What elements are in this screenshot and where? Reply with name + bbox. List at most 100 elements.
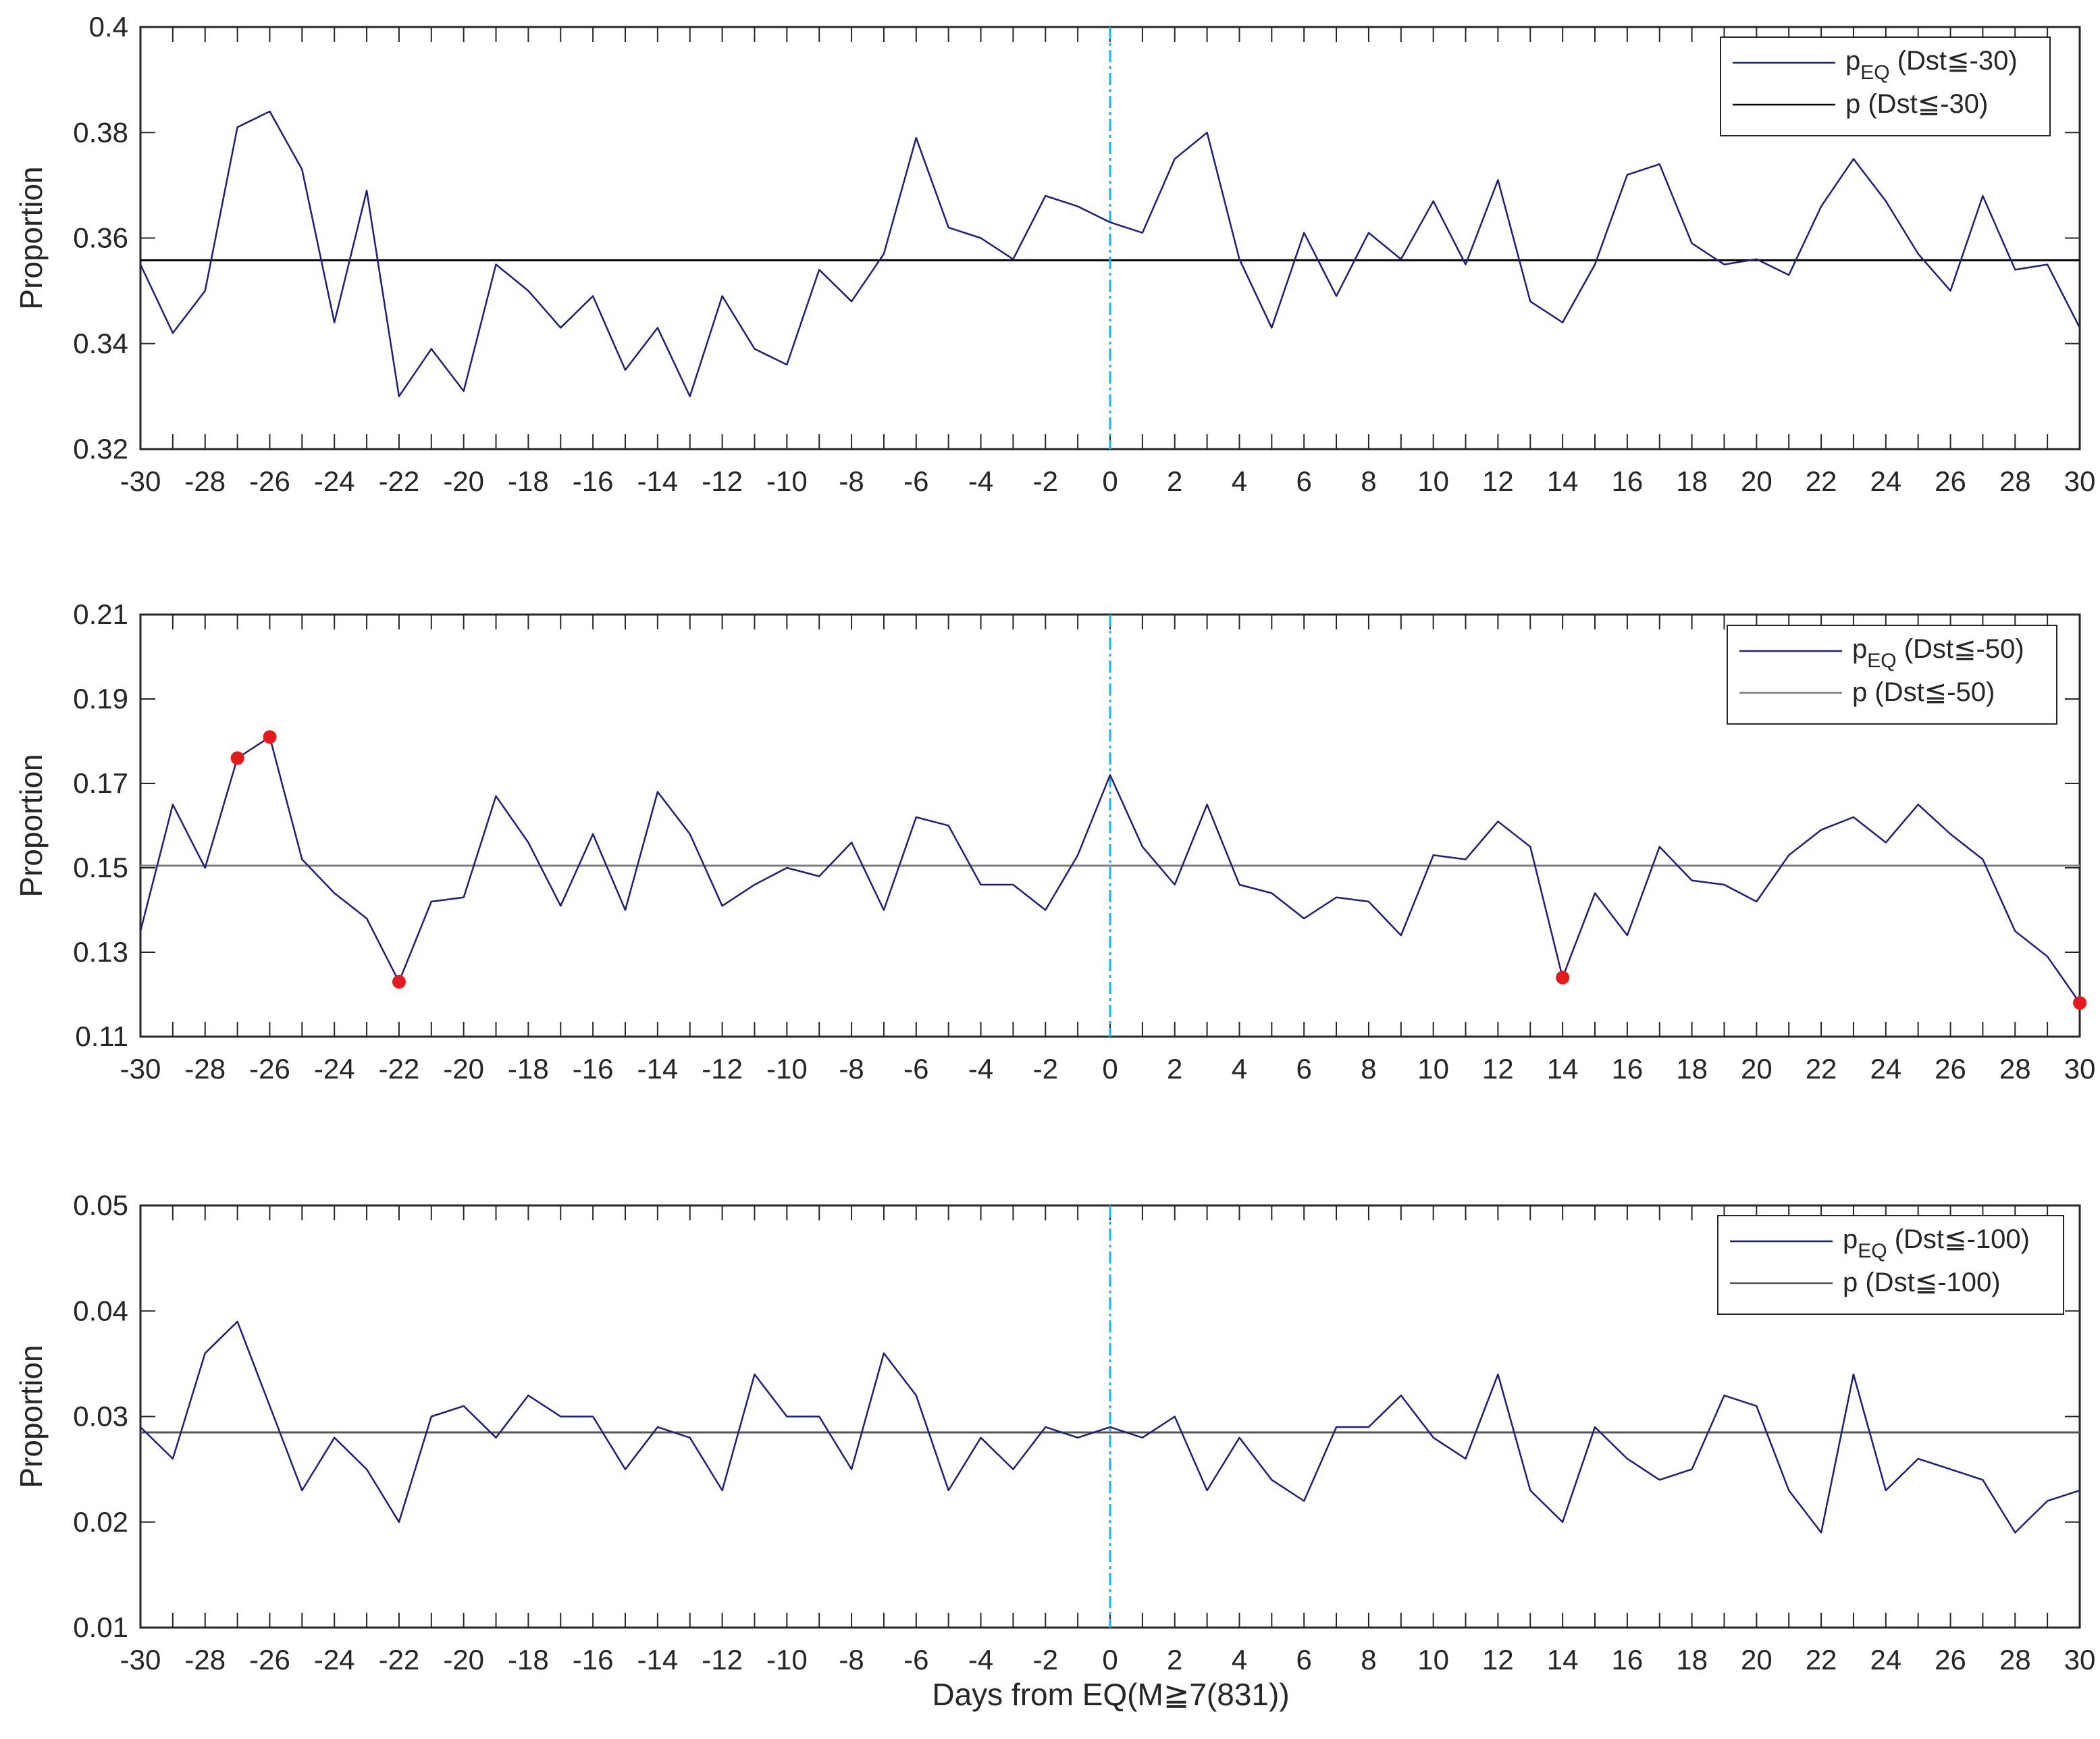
x-tick-label: -30 xyxy=(120,1644,161,1676)
x-tick-label: 26 xyxy=(1935,1053,1966,1085)
x-tick-label: 30 xyxy=(2064,1644,2096,1676)
x-tick-label: -2 xyxy=(1033,1644,1058,1676)
legend-series-rest: (Dst≦-100) xyxy=(1887,1224,2030,1254)
x-tick-label: 22 xyxy=(1806,465,1837,497)
legend-series-label: pEQ (Dst≦-30) xyxy=(1845,46,2018,84)
y-tick-label: 0.38 xyxy=(73,116,128,148)
x-tick-label: -28 xyxy=(184,1644,226,1676)
y-tick-label: 0.19 xyxy=(73,683,128,715)
legend-box xyxy=(1727,625,2057,725)
x-tick-label: -2 xyxy=(1033,1053,1058,1085)
highlight-point xyxy=(2073,996,2086,1010)
x-tick-label: 2 xyxy=(1167,465,1182,497)
legend-series-main: p xyxy=(1845,46,1860,76)
legend-series-subscript: EQ xyxy=(1867,650,1896,672)
y-tick-label: 0.05 xyxy=(73,1189,128,1221)
x-tick-label: -18 xyxy=(508,465,549,497)
x-tick-label: 16 xyxy=(1612,1053,1644,1085)
highlight-point xyxy=(230,751,244,765)
x-tick-label: -10 xyxy=(766,465,808,497)
x-tick-label: 18 xyxy=(1676,465,1708,497)
x-tick-label: 4 xyxy=(1232,465,1247,497)
legend: pEQ (Dst≦-30)p (Dst≦-30) xyxy=(1720,36,2051,136)
legend-series-rest: (Dst≦-50) xyxy=(1897,634,2024,664)
x-axis-title: Days from EQ(M≧7(831)) xyxy=(932,1677,1289,1712)
x-tick-label: -8 xyxy=(839,465,864,497)
x-tick-label: -6 xyxy=(903,1053,928,1085)
x-tick-label: 20 xyxy=(1741,1053,1773,1085)
x-tick-label: -22 xyxy=(379,1644,420,1676)
x-tick-label: 18 xyxy=(1676,1053,1708,1085)
x-tick-label: -26 xyxy=(249,465,290,497)
series-line xyxy=(140,1320,2080,1534)
x-tick-label: 6 xyxy=(1296,1053,1312,1085)
x-tick-label: 2 xyxy=(1167,1644,1182,1676)
x-tick-label: 8 xyxy=(1361,1644,1376,1676)
x-tick-label: 18 xyxy=(1676,1644,1708,1676)
x-tick-label: 12 xyxy=(1482,465,1514,497)
x-tick-label: 14 xyxy=(1547,1644,1579,1676)
x-tick-label: -4 xyxy=(968,1644,993,1676)
x-tick-label: 20 xyxy=(1741,465,1773,497)
x-tick-label: 22 xyxy=(1806,1644,1837,1676)
legend-box xyxy=(1720,36,2051,136)
x-tick-label: -26 xyxy=(249,1053,290,1085)
x-tick-label: -12 xyxy=(702,1644,743,1676)
x-tick-label: 24 xyxy=(1870,1053,1901,1085)
legend-series-label: pEQ (Dst≦-100) xyxy=(1843,1224,2030,1262)
y-tick-label: 0.34 xyxy=(73,328,128,359)
x-tick-label: -22 xyxy=(379,465,420,497)
legend: pEQ (Dst≦-100)p (Dst≦-100) xyxy=(1717,1215,2064,1315)
legend-box xyxy=(1717,1215,2064,1315)
x-tick-label: -28 xyxy=(184,1053,226,1085)
legend-series-subscript: EQ xyxy=(1858,1240,1887,1262)
x-tick-label: 24 xyxy=(1870,1644,1901,1676)
x-tick-label: 0 xyxy=(1102,465,1118,497)
x-tick-label: -16 xyxy=(573,1053,614,1085)
x-tick-label: 22 xyxy=(1806,1053,1837,1085)
x-tick-label: 28 xyxy=(1999,1053,2031,1085)
x-tick-label: 6 xyxy=(1296,1644,1312,1676)
x-tick-label: -24 xyxy=(314,1053,355,1085)
x-tick-label: 6 xyxy=(1296,465,1312,497)
legend-baseline-label: p (Dst≦-100) xyxy=(1843,1268,2001,1297)
panel-3: -30 -28 -26 -24 -22 -20 -18 -16 -14 -12 -10 -8 -6 -4-… xyxy=(14,1189,2095,1676)
x-tick-label: -8 xyxy=(839,1053,864,1085)
x-tick-label: -10 xyxy=(766,1644,808,1676)
y-tick-label: 0.17 xyxy=(73,767,128,799)
x-tick-label: 14 xyxy=(1547,1053,1579,1085)
x-tick-label: 10 xyxy=(1417,1644,1449,1676)
x-tick-label: 20 xyxy=(1741,1644,1773,1676)
x-tick-label: -4 xyxy=(968,1053,993,1085)
x-tick-label: 8 xyxy=(1361,465,1376,497)
x-tick-label: -14 xyxy=(637,465,679,497)
series-line xyxy=(139,736,2081,1004)
x-tick-label: -30 xyxy=(120,1053,161,1085)
x-tick-label: 10 xyxy=(1417,1053,1449,1085)
x-tick-label: 30 xyxy=(2064,1053,2096,1085)
x-tick-label: 28 xyxy=(1999,1644,2031,1676)
x-tick-label: 0 xyxy=(1102,1053,1118,1085)
x-tick-label: -24 xyxy=(314,465,355,497)
legend-series-rest: (Dst≦-30) xyxy=(1890,46,2018,76)
x-tick-label: -6 xyxy=(903,465,928,497)
x-tick-label: -6 xyxy=(903,1644,928,1676)
x-tick-label: 2 xyxy=(1167,1053,1182,1085)
series-line xyxy=(139,110,2081,398)
y-tick-label: 0.21 xyxy=(73,598,128,630)
x-tick-label: 26 xyxy=(1935,465,1966,497)
x-tick-label: -18 xyxy=(508,1053,549,1085)
x-tick-label: -10 xyxy=(766,1053,808,1085)
y-axis-title: Proportion xyxy=(14,1345,49,1488)
x-tick-label: 30 xyxy=(2064,465,2096,497)
y-tick-label: 0.13 xyxy=(73,936,128,968)
y-tick-label: 0.03 xyxy=(73,1401,128,1432)
x-tick-label: -20 xyxy=(443,1053,484,1085)
x-tick-label: 12 xyxy=(1482,1053,1514,1085)
y-tick-label: 0.15 xyxy=(73,852,128,883)
x-tick-label: 24 xyxy=(1870,465,1901,497)
y-tick-label: 0.02 xyxy=(73,1506,128,1538)
legend-series-main: p xyxy=(1843,1224,1858,1254)
